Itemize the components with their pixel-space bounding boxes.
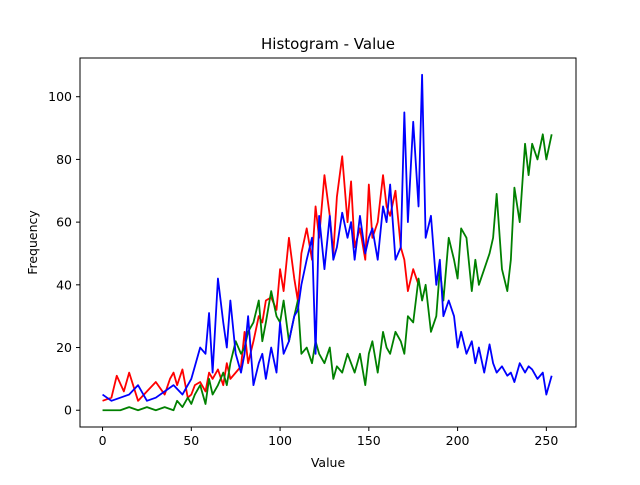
y-tick-label: 100 bbox=[48, 89, 72, 104]
x-axis-label: Value bbox=[311, 455, 346, 470]
y-tick-label: 20 bbox=[56, 340, 72, 355]
x-tick-label: 250 bbox=[534, 433, 558, 448]
chart-title: Histogram - Value bbox=[261, 35, 395, 53]
x-tick-label: 50 bbox=[183, 433, 199, 448]
axes-layer: 0 50 100 150 200 250 0 20 40 60 80 100 bbox=[48, 89, 558, 448]
y-tick-label: 40 bbox=[56, 277, 72, 292]
x-tick-label: 150 bbox=[357, 433, 381, 448]
series-layer bbox=[102, 73, 553, 412]
x-tick-label: 200 bbox=[446, 433, 470, 448]
y-tick-label: 60 bbox=[56, 215, 72, 230]
x-tick-label: 100 bbox=[268, 433, 292, 448]
plot-frame bbox=[79, 57, 577, 428]
y-tick-label: 80 bbox=[56, 152, 72, 167]
series-line-2 bbox=[102, 73, 553, 402]
series-line-1 bbox=[102, 133, 553, 412]
y-axis-label: Frequency bbox=[25, 210, 40, 275]
y-tick-label: 0 bbox=[64, 403, 72, 418]
x-tick-label: 0 bbox=[99, 433, 107, 448]
